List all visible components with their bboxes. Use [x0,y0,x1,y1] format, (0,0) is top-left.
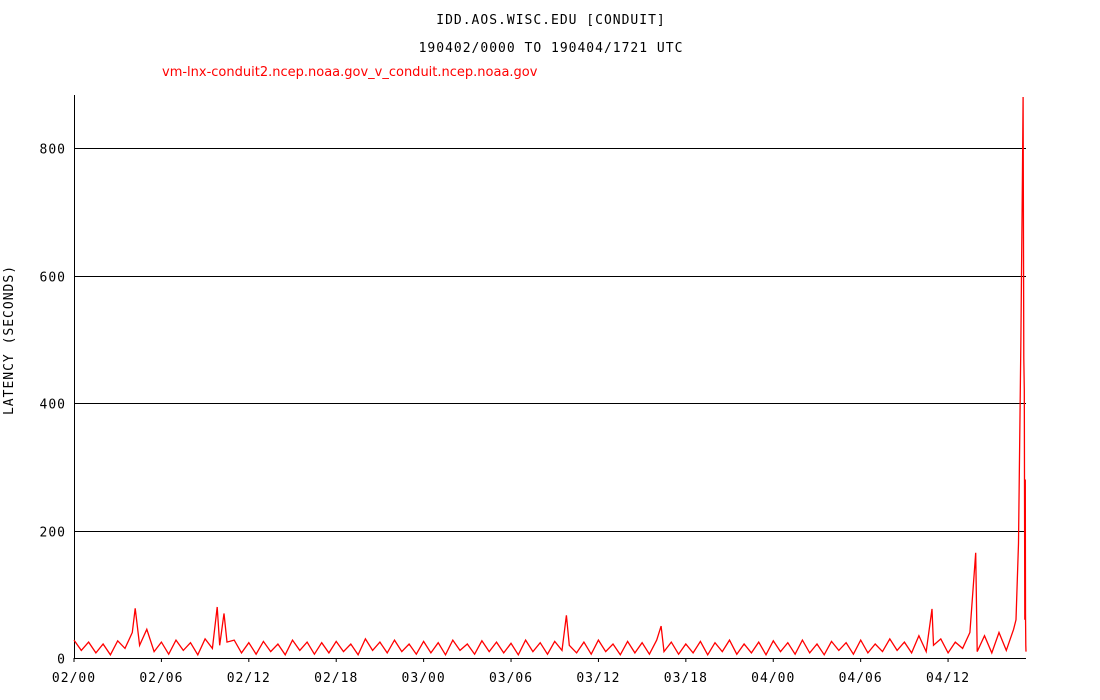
y-tick-label: 400 [40,398,66,413]
chart-title: IDD.AOS.WISC.EDU [CONDUIT] [436,13,666,28]
latency-series-line [73,96,1027,657]
legend-series-label: vm-lnx-conduit2.ncep.noaa.gov_v_conduit.… [162,65,538,80]
x-tick-label: 04/00 [751,671,795,686]
gridlines [74,148,1026,532]
y-tick-label: 0 [57,653,66,668]
x-tick-label: 03/06 [489,671,533,686]
tick-labels: 0 200 400 600 800 02/00 02/06 02/12 02/18 03/00 03… [40,143,970,687]
y-tick-label: 600 [40,271,66,286]
chart-subtitle: 190402/0000 TO 190404/1721 UTC [419,41,684,56]
x-tick-label: 03/18 [664,671,708,686]
x-tick-label: 03/12 [576,671,620,686]
y-axis-label: LATENCY (SECONDS) [2,265,17,415]
x-tick-label: 02/06 [139,671,183,686]
x-tick-label: 02/18 [314,671,358,686]
y-tick-label: 800 [40,143,66,158]
x-tick-label: 04/12 [926,671,970,686]
x-tick-label: 02/12 [227,671,271,686]
x-tick-label: 04/06 [839,671,883,686]
y-tick-label: 200 [40,526,66,541]
x-tick-label: 03/00 [402,671,446,686]
x-tick-label: 02/00 [52,671,96,686]
